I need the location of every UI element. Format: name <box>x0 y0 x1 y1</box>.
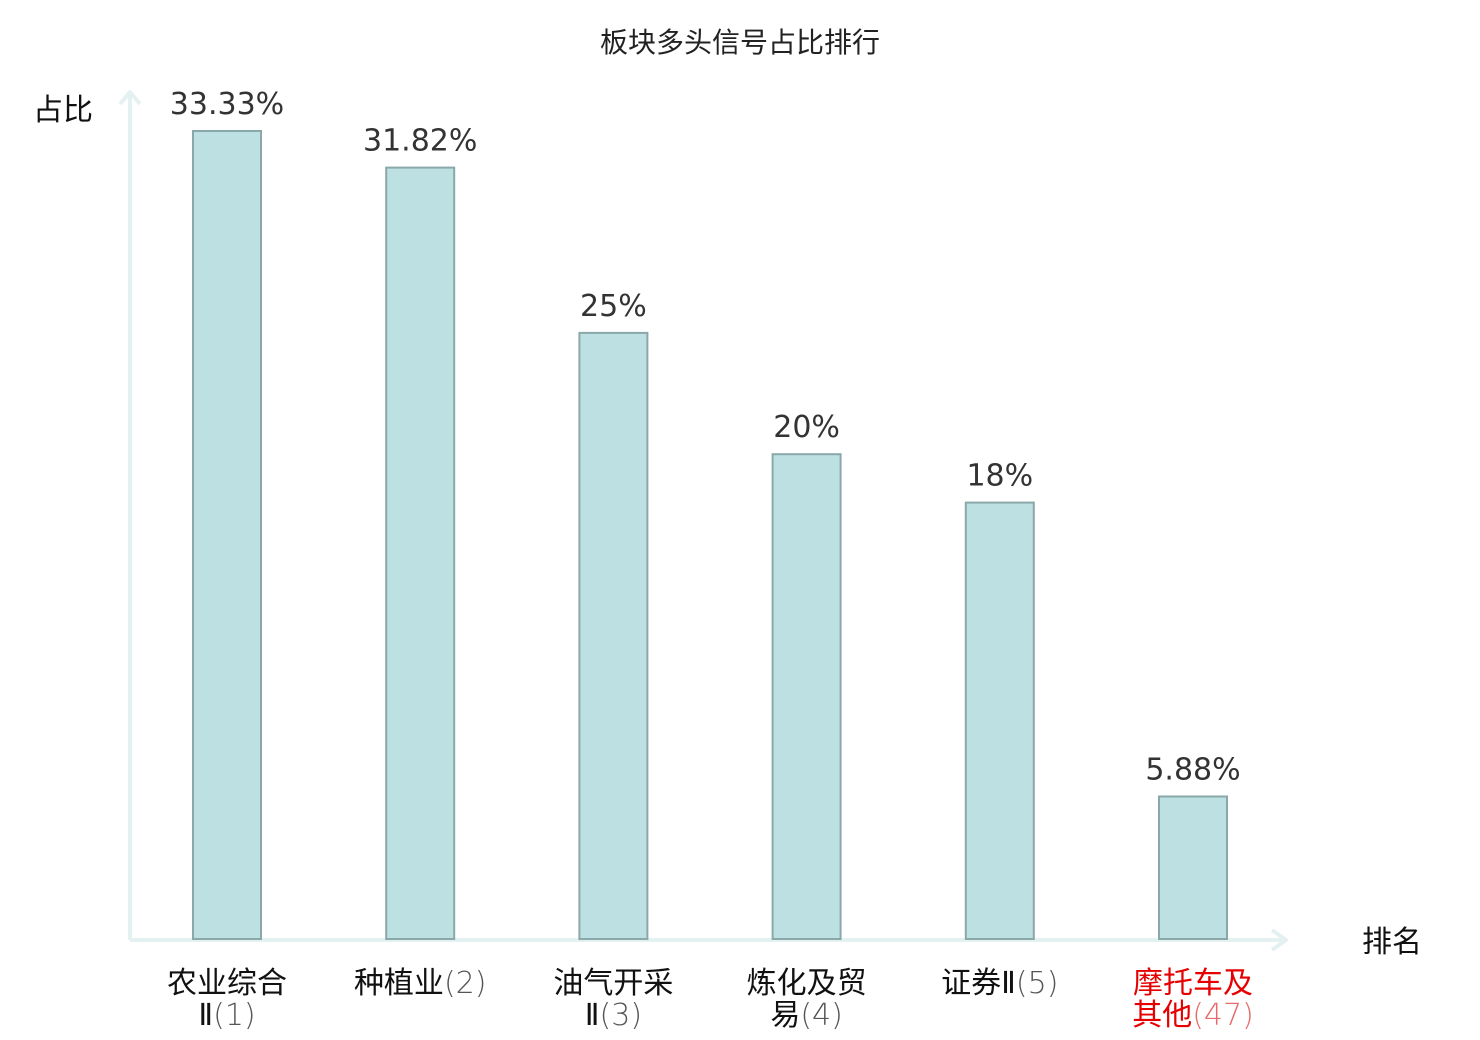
bar-2 <box>385 166 456 941</box>
value-labels-group: 33.33% 31.82% 25% 20% 18% 5.88% <box>170 87 1241 788</box>
category-label-1: 农业综合 Ⅱ(1) <box>167 966 287 1033</box>
value-label-1: 33.33% <box>170 87 284 122</box>
category-label-4: 炼化及贸易(4) <box>747 966 867 1033</box>
value-label-5: 18% <box>966 459 1033 494</box>
y-axis-label: 占比 <box>33 93 93 128</box>
x-axis-label: 排名 <box>1362 925 1422 960</box>
value-label-4: 20% <box>773 410 840 445</box>
bar-3 <box>578 331 649 940</box>
value-label-2: 31.82% <box>363 124 477 159</box>
category-label-2: 种植业(2) <box>354 966 487 1001</box>
category-label-6: 摩托车及其他(47) <box>1132 966 1254 1033</box>
bar-1 <box>192 130 262 940</box>
value-label-6: 5.88% <box>1145 753 1240 788</box>
category-label-3: 油气开采 Ⅱ(3) <box>553 966 673 1033</box>
category-label-5: 证券Ⅱ(5) <box>941 966 1058 1001</box>
bar-4 <box>771 453 842 940</box>
category-labels-group: 农业综合 Ⅱ(1) 种植业(2) 油气开采 Ⅱ(3) 炼化及贸易(4) 证券Ⅱ(5) 摩托车及… <box>167 966 1254 1033</box>
bars-group <box>192 130 1228 941</box>
bar-5 <box>964 501 1035 940</box>
x-axis <box>130 928 1288 952</box>
bar-6 <box>1158 795 1228 940</box>
chart-title: 板块多头信号占比排行 <box>600 26 880 59</box>
y-axis <box>118 90 142 940</box>
value-label-3: 25% <box>580 289 647 324</box>
